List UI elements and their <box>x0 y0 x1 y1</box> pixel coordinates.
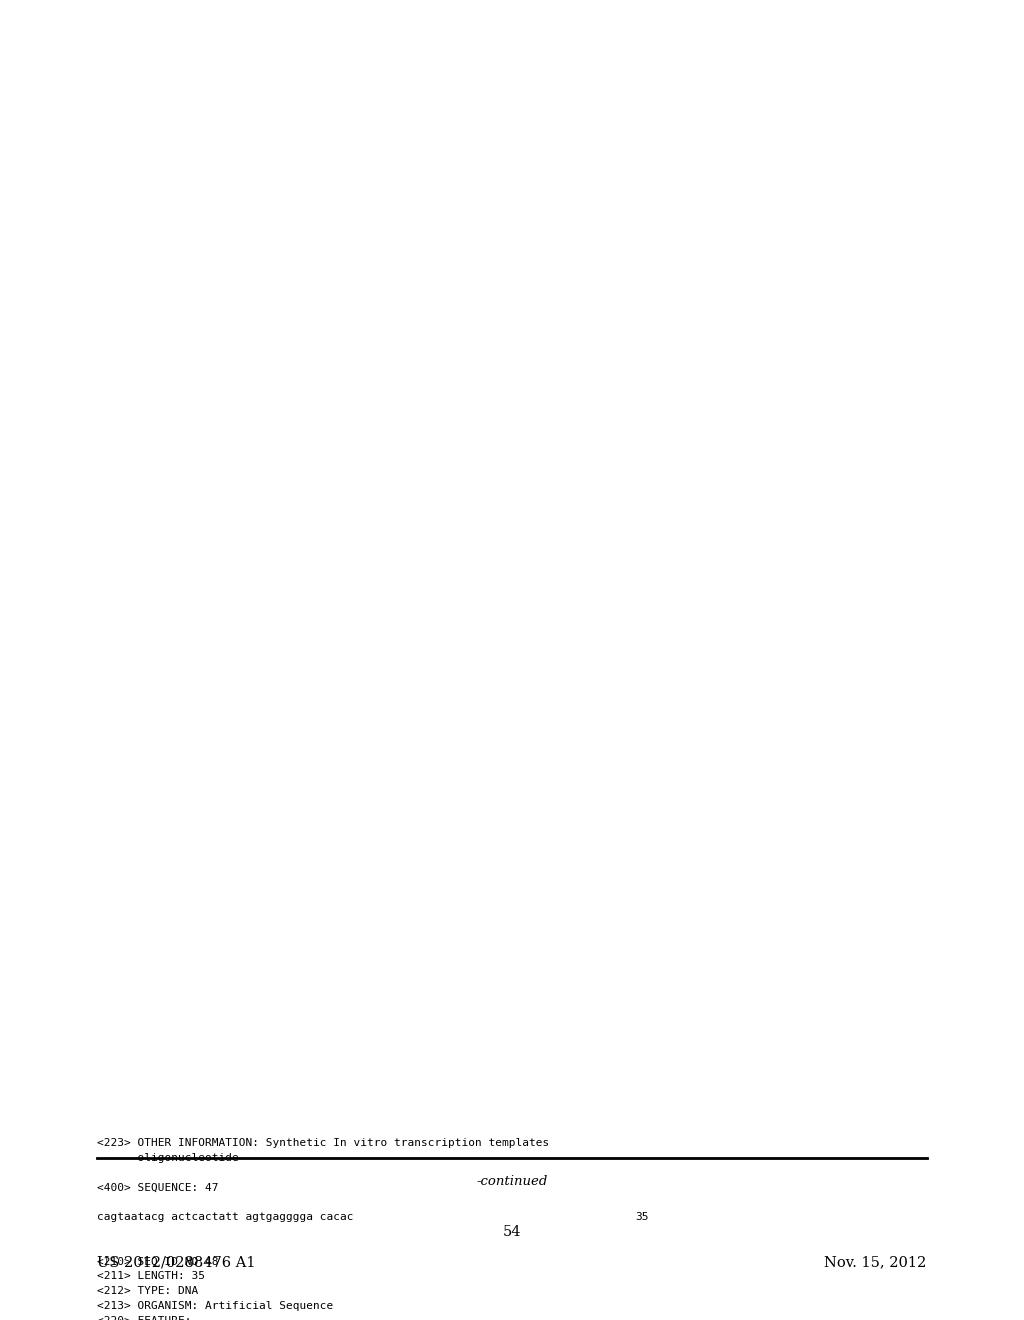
Text: <212> TYPE: DNA: <212> TYPE: DNA <box>97 1286 199 1296</box>
Text: <210> SEQ ID NO 48: <210> SEQ ID NO 48 <box>97 1257 219 1266</box>
Text: oligonucleotide: oligonucleotide <box>97 1152 239 1163</box>
Text: Nov. 15, 2012: Nov. 15, 2012 <box>824 1255 927 1269</box>
Text: <220> FEATURE:: <220> FEATURE: <box>97 1316 191 1320</box>
Text: cagtaatacg actcactatt agtgagggga cacac: cagtaatacg actcactatt agtgagggga cacac <box>97 1212 353 1222</box>
Text: -continued: -continued <box>476 1175 548 1188</box>
Text: <400> SEQUENCE: 47: <400> SEQUENCE: 47 <box>97 1183 219 1192</box>
Text: <223> OTHER INFORMATION: Synthetic In vitro transcription templates: <223> OTHER INFORMATION: Synthetic In vi… <box>97 1138 550 1148</box>
Text: 35: 35 <box>635 1212 648 1222</box>
Text: US 2012/0288476 A1: US 2012/0288476 A1 <box>97 1255 256 1269</box>
Text: <213> ORGANISM: Artificial Sequence: <213> ORGANISM: Artificial Sequence <box>97 1300 334 1311</box>
Text: <211> LENGTH: 35: <211> LENGTH: 35 <box>97 1271 205 1282</box>
Text: 54: 54 <box>503 1225 521 1239</box>
